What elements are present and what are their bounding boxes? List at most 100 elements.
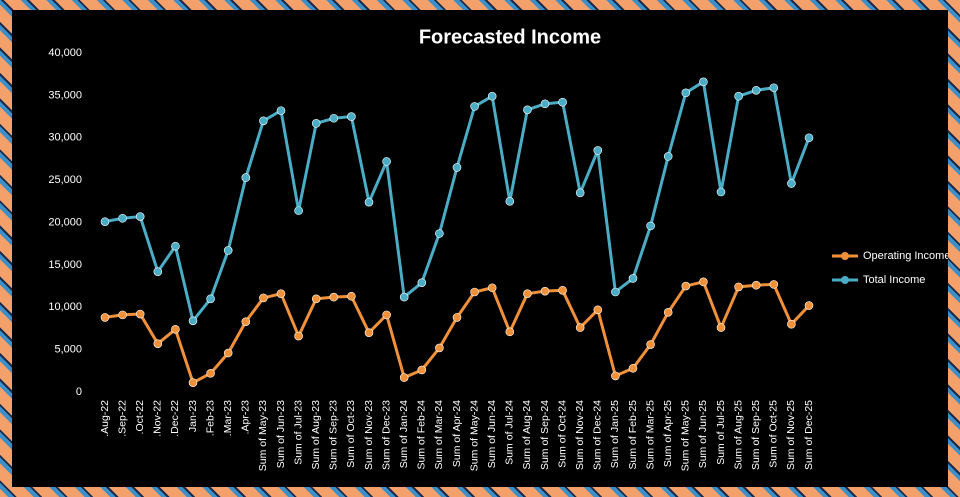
- marker: [118, 310, 127, 320]
- marker: [417, 278, 427, 287]
- x-tick-label: Sum of Aug-23: [310, 400, 322, 470]
- marker: [611, 371, 620, 381]
- x-tick-label: Sum of Oct-23: [345, 400, 357, 468]
- x-tick-label: Sum of Dec-23: [380, 400, 392, 470]
- x-tick-label: Sum of Oct-25: [768, 400, 780, 468]
- x-tick-label: Sum of Sep-24: [539, 400, 551, 470]
- y-tick-label: 25,000: [48, 174, 82, 186]
- marker: [523, 289, 532, 298]
- x-tick-label: Sum of Oct-24: [556, 400, 568, 468]
- marker: [699, 277, 708, 287]
- x-tick-label: Sum of Apr-24: [451, 400, 463, 467]
- marker: [206, 369, 215, 378]
- marker: [259, 293, 268, 303]
- marker: [153, 267, 163, 276]
- marker: [171, 324, 180, 334]
- marker: [505, 197, 515, 206]
- y-tick-label: 30,000: [48, 132, 82, 144]
- x-tick-label: Sum of Jan-24: [398, 400, 410, 468]
- x-tick-label: Sum of Jul-24: [504, 400, 516, 465]
- marker: [540, 99, 550, 109]
- marker: [241, 173, 251, 182]
- marker: [435, 229, 444, 238]
- marker: [628, 274, 638, 283]
- marker: [787, 319, 796, 329]
- chart-title: Forecasted Income: [419, 26, 601, 48]
- x-tick-label: .Oct-22: [134, 400, 146, 435]
- y-tick-label: 0: [76, 386, 82, 398]
- legend-marker: [841, 276, 849, 284]
- marker: [470, 102, 479, 111]
- x-tick-label: Sum of Dec-24: [592, 400, 604, 470]
- marker: [575, 323, 585, 332]
- legend-marker: [841, 252, 849, 260]
- marker: [769, 280, 779, 289]
- marker: [329, 292, 339, 302]
- x-tick-label: Sum of Apr-25: [662, 400, 674, 467]
- marker: [487, 91, 497, 101]
- marker: [417, 365, 427, 375]
- y-tick-label: 20,000: [48, 216, 82, 228]
- x-tick-label: Sum of Mar-24: [433, 400, 445, 470]
- marker: [223, 246, 233, 255]
- x-tick-label: Sum of Sep-25: [750, 400, 762, 470]
- y-tick-label: 15,000: [48, 259, 82, 271]
- y-tick-label: 5,000: [54, 344, 82, 356]
- marker: [611, 287, 620, 297]
- x-tick-label: Sum of Aug-24: [521, 400, 533, 470]
- marker: [382, 157, 391, 166]
- marker: [382, 310, 391, 320]
- marker: [628, 363, 638, 373]
- x-tick-label: Sum of Nov-24: [574, 400, 586, 470]
- x-tick-label: .Nov-22: [152, 400, 164, 437]
- marker: [399, 292, 409, 302]
- x-tick-label: .Feb-23: [204, 400, 216, 436]
- marker: [364, 328, 374, 337]
- marker: [716, 323, 726, 332]
- x-tick-label: .Dec-22: [169, 400, 181, 437]
- marker: [558, 97, 567, 107]
- marker: [435, 343, 444, 353]
- marker: [206, 294, 215, 304]
- marker: [135, 309, 145, 319]
- x-tick-label: Sum of Nov-25: [785, 400, 797, 470]
- legend-label: Total Income: [863, 274, 925, 286]
- x-tick-label: .Aug-22: [99, 400, 111, 437]
- marker: [329, 113, 339, 123]
- x-tick-label: Jan-23: [187, 400, 199, 432]
- marker: [118, 213, 127, 223]
- x-tick-label: Sum of Mar-25: [644, 400, 656, 470]
- x-tick-label: Sum of Nov-23: [363, 400, 375, 470]
- marker: [100, 217, 110, 226]
- marker: [681, 88, 691, 98]
- x-tick-label: Sum of Jun-23: [275, 400, 287, 468]
- marker: [769, 83, 779, 93]
- marker: [787, 179, 796, 188]
- x-tick-label: Sum of Sep-23: [328, 400, 340, 470]
- marker: [452, 163, 462, 172]
- x-tick-label: Sum of May-24: [468, 400, 480, 471]
- marker: [311, 119, 321, 128]
- marker: [171, 241, 180, 251]
- x-tick-label: Sum of Jan-25: [609, 400, 621, 468]
- marker: [505, 327, 515, 337]
- marker: [347, 291, 356, 301]
- x-tick-label: Sum of Feb-24: [416, 400, 428, 470]
- marker: [259, 116, 268, 126]
- marker: [804, 301, 814, 310]
- marker: [241, 317, 251, 326]
- marker: [751, 85, 761, 95]
- marker: [646, 340, 655, 349]
- x-tick-label: Sum of Jun-25: [697, 400, 709, 468]
- legend-label: Operating Income: [863, 250, 948, 262]
- marker: [804, 133, 814, 143]
- marker: [188, 378, 198, 387]
- marker: [646, 221, 655, 231]
- marker: [663, 152, 673, 161]
- marker: [593, 146, 603, 155]
- marker: [734, 282, 743, 292]
- marker: [276, 289, 286, 298]
- marker: [311, 294, 321, 304]
- marker: [347, 112, 356, 121]
- marker: [294, 206, 303, 215]
